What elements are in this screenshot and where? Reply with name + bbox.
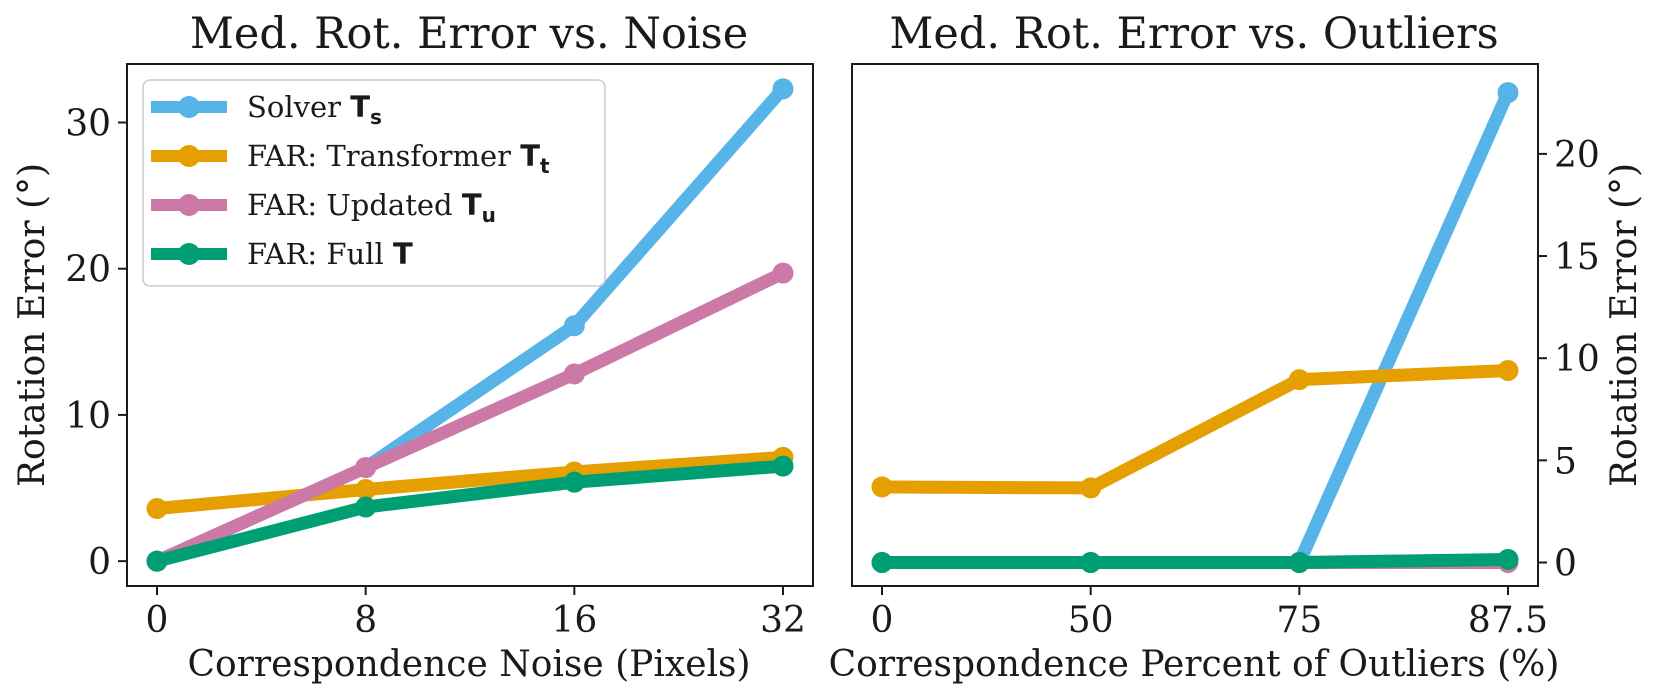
x-tick-label: 32 bbox=[760, 600, 806, 641]
legend-swatch-marker bbox=[178, 243, 200, 265]
data-point-far-full-t bbox=[1288, 552, 1310, 574]
x-tick-label: 50 bbox=[1068, 600, 1114, 641]
legend-subscript: u bbox=[482, 203, 496, 227]
series-line-far-transformer-tt bbox=[875, 363, 1515, 495]
data-point-far-full-t bbox=[146, 550, 168, 572]
data-point-far-updated-tu bbox=[772, 262, 794, 284]
legend-symbol: T bbox=[350, 90, 370, 124]
data-point-far-full-t bbox=[772, 455, 794, 477]
data-point-far-updated-tu bbox=[355, 457, 377, 479]
data-point-solver-ts bbox=[563, 315, 585, 337]
data-point-far-transformer-tt bbox=[1497, 359, 1519, 381]
legend-prefix: Solver bbox=[247, 90, 350, 124]
noise-chart-lines bbox=[146, 78, 794, 572]
y-tick-label: 15 bbox=[1554, 237, 1600, 278]
x-tick-label: 16 bbox=[551, 600, 597, 641]
data-point-far-transformer-tt bbox=[871, 476, 893, 498]
legend-prefix: FAR: Updated bbox=[247, 188, 462, 222]
y-tick-label: 0 bbox=[1554, 544, 1577, 585]
x-tick-label: 8 bbox=[354, 600, 377, 641]
data-point-far-full-t bbox=[871, 552, 893, 574]
x-tick-label: 75 bbox=[1276, 600, 1322, 641]
legend-label: Solver Ts bbox=[247, 90, 382, 129]
data-point-solver-ts bbox=[1497, 82, 1519, 104]
noise-chart-xlabel: Correspondence Noise (Pixels) bbox=[187, 644, 750, 685]
data-point-far-full-t bbox=[1497, 548, 1519, 570]
legend-prefix: FAR: Full bbox=[247, 237, 393, 271]
legend-symbol: T bbox=[520, 139, 540, 173]
outliers-chart-frame bbox=[851, 63, 1539, 587]
y-tick-label: 20 bbox=[1554, 135, 1600, 176]
legend-item-full: FAR: Full T bbox=[151, 237, 413, 271]
x-tick-label: 87.5 bbox=[1468, 600, 1548, 641]
legend-item-transformer: FAR: Transformer Tt bbox=[151, 139, 550, 178]
data-point-far-full-t bbox=[563, 471, 585, 493]
noise-chart-title: Med. Rot. Error vs. Noise bbox=[190, 9, 748, 59]
legend-swatch-marker bbox=[178, 96, 200, 118]
data-point-far-transformer-tt bbox=[355, 478, 377, 500]
y-tick-label: 10 bbox=[1554, 339, 1600, 380]
y-tick-label: 0 bbox=[88, 542, 111, 583]
data-point-far-updated-tu bbox=[563, 363, 585, 385]
legend-prefix: FAR: Transformer bbox=[247, 139, 520, 173]
data-point-far-transformer-tt bbox=[146, 498, 168, 520]
series-line-far-updated-tu bbox=[150, 266, 790, 568]
legend-swatch-marker bbox=[178, 145, 200, 167]
outliers-chart-xlabel: Correspondence Percent of Outliers (%) bbox=[829, 644, 1560, 685]
legend-label: FAR: Full T bbox=[247, 237, 413, 271]
data-point-far-full-t bbox=[1080, 552, 1102, 574]
legend-symbol: T bbox=[462, 188, 482, 222]
legend-subscript: t bbox=[540, 154, 550, 178]
series-line-far-full-t bbox=[150, 459, 790, 568]
outliers-chart-lines bbox=[871, 82, 1519, 574]
noise-chart-frame bbox=[126, 63, 814, 587]
y-tick-label: 5 bbox=[1554, 441, 1577, 482]
outliers-chart-ylabel: Rotation Error (°) bbox=[1604, 163, 1645, 487]
outliers-chart-title: Med. Rot. Error vs. Outliers bbox=[889, 9, 1498, 59]
y-tick-label: 20 bbox=[65, 250, 111, 291]
legend-label: FAR: Transformer Tt bbox=[247, 139, 550, 178]
x-tick-label: 0 bbox=[146, 600, 169, 641]
noise-chart: Med. Rot. Error vs. Noise 0 8 16 320102030 … bbox=[12, 9, 814, 685]
legend-item-solver: Solver Ts bbox=[151, 90, 382, 129]
legend-swatch-marker bbox=[178, 194, 200, 216]
data-point-far-transformer-tt bbox=[1080, 477, 1102, 499]
legend-symbol: T bbox=[393, 237, 413, 271]
outliers-chart: Med. Rot. Error vs. Outliers 0 50 75 87.505… bbox=[829, 9, 1645, 685]
y-tick-label: 10 bbox=[65, 396, 111, 437]
noise-chart-ylabel: Rotation Error (°) bbox=[12, 163, 53, 487]
noise-chart-ticks: 0 8 16 32 0 10 20 30 bbox=[65, 103, 806, 641]
data-point-far-full-t bbox=[355, 496, 377, 518]
series-line-far-full-t bbox=[875, 552, 1515, 570]
x-tick-label: 0 bbox=[871, 600, 894, 641]
legend-label: FAR: Updated Tu bbox=[247, 188, 496, 227]
legend-box bbox=[142, 79, 606, 287]
legend-item-updated: FAR: Updated Tu bbox=[151, 188, 496, 227]
legend: Solver Ts FAR: Transformer Tt FAR: Updat… bbox=[142, 79, 606, 287]
data-point-solver-ts bbox=[772, 78, 794, 100]
legend-subscript: s bbox=[370, 105, 382, 129]
series-line-far-transformer-tt bbox=[150, 450, 790, 516]
y-tick-label: 30 bbox=[65, 103, 111, 144]
data-point-far-transformer-tt bbox=[1288, 369, 1310, 391]
